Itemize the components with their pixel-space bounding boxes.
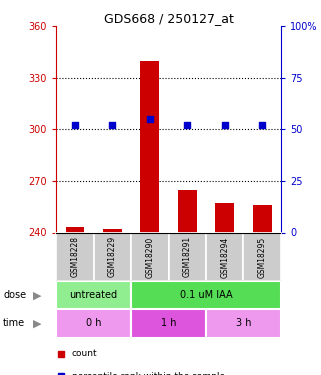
Bar [131, 309, 206, 338]
Text: GSM18229: GSM18229 [108, 236, 117, 278]
Bar [215, 203, 234, 232]
Point [147, 116, 152, 122]
Bar [253, 205, 272, 232]
Point [260, 122, 265, 128]
Text: dose: dose [3, 290, 26, 300]
Bar [56, 232, 94, 281]
Bar [131, 281, 281, 309]
Text: 3 h: 3 h [236, 318, 251, 328]
Bar [243, 232, 281, 281]
Text: GSM18294: GSM18294 [220, 236, 229, 278]
Bar [169, 232, 206, 281]
Text: GSM18290: GSM18290 [145, 236, 154, 278]
Text: GSM18291: GSM18291 [183, 236, 192, 278]
Bar [94, 232, 131, 281]
Text: 0 h: 0 h [86, 318, 101, 328]
Text: untreated: untreated [70, 290, 118, 300]
Bar [131, 232, 169, 281]
Text: 0.1 uM IAA: 0.1 uM IAA [180, 290, 232, 300]
Bar [56, 309, 131, 338]
Bar [206, 309, 281, 338]
Bar [141, 61, 159, 232]
Bar [206, 232, 243, 281]
Bar [65, 227, 84, 232]
Text: percentile rank within the sample: percentile rank within the sample [72, 372, 225, 375]
Point [110, 122, 115, 128]
Text: ▶: ▶ [33, 318, 41, 328]
Bar [56, 281, 131, 309]
Text: time: time [3, 318, 25, 328]
Text: 1 h: 1 h [161, 318, 176, 328]
Title: GDS668 / 250127_at: GDS668 / 250127_at [104, 12, 233, 25]
Point [185, 122, 190, 128]
Text: count: count [72, 350, 98, 358]
Point [72, 122, 77, 128]
Point [222, 122, 227, 128]
Text: GSM18295: GSM18295 [258, 236, 267, 278]
Bar [103, 229, 122, 232]
Text: GSM18228: GSM18228 [70, 236, 79, 278]
Bar [178, 189, 196, 232]
Text: ▶: ▶ [33, 290, 41, 300]
